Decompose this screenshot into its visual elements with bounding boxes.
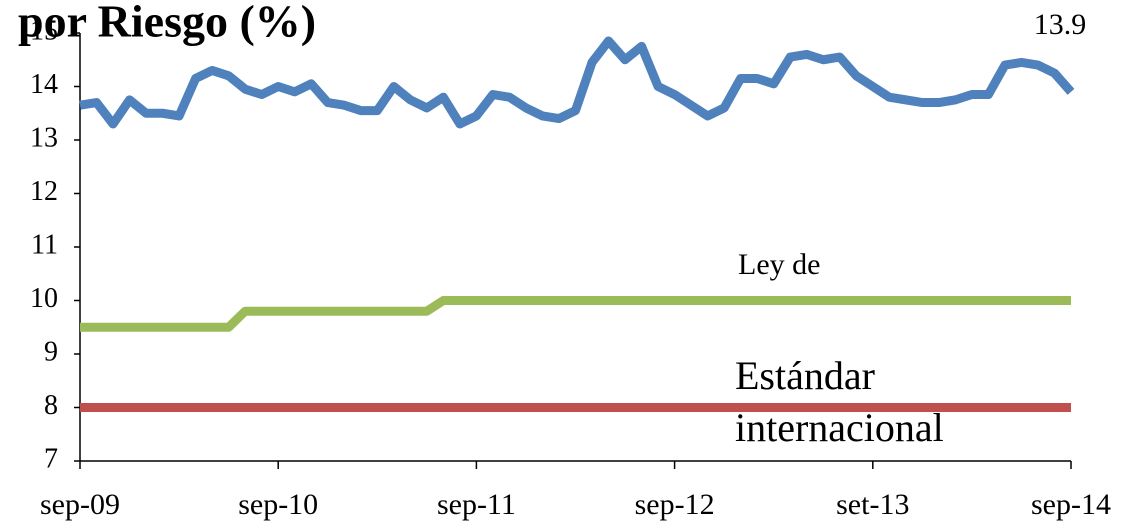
series-line xyxy=(80,296,1071,332)
y-tick-label: 10 xyxy=(30,283,58,314)
y-tick-label: 15 xyxy=(30,15,58,46)
x-tick-label: set-13 xyxy=(836,488,909,521)
annotation: 13.9 xyxy=(1034,8,1087,41)
x-tick-label: sep-12 xyxy=(635,488,715,521)
annotation: Estándar xyxy=(735,353,875,398)
y-tick-label: 13 xyxy=(30,122,58,153)
x-tick-label: sep-09 xyxy=(40,488,120,521)
y-tick-label: 9 xyxy=(44,336,58,367)
chart-title: por Riesgo (%) xyxy=(18,0,316,47)
y-tick-label: 8 xyxy=(44,390,58,421)
y-tick-label: 12 xyxy=(30,176,58,207)
series-line xyxy=(79,36,1075,129)
y-tick-label: 7 xyxy=(44,443,58,474)
x-tick-label: sep-14 xyxy=(1031,488,1111,521)
x-tick-label: sep-10 xyxy=(238,488,318,521)
x-tick-label: sep-11 xyxy=(437,488,516,521)
annotation: internacional xyxy=(735,405,944,450)
y-tick-label: 14 xyxy=(30,69,58,100)
y-tick-label: 11 xyxy=(31,229,58,260)
annotation: Ley de xyxy=(738,248,820,281)
